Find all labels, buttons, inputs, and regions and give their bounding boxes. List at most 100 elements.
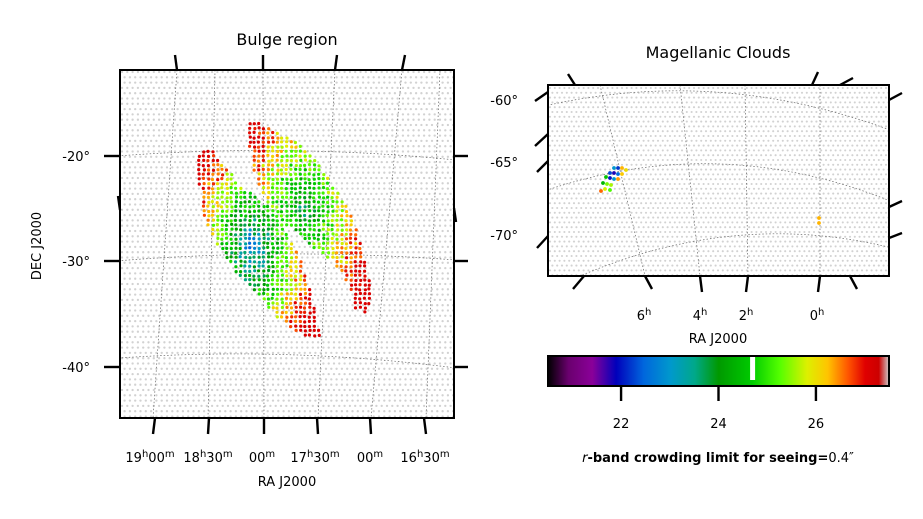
bulge-background-field bbox=[396, 357, 399, 360]
bulge-background-field bbox=[335, 367, 338, 370]
bulge-background-field bbox=[197, 198, 200, 201]
bulge-field-point bbox=[285, 195, 289, 199]
bulge-background-field bbox=[142, 341, 145, 344]
bulge-background-field bbox=[171, 198, 174, 201]
bulge-background-field bbox=[237, 372, 240, 376]
bulge-field-point bbox=[225, 246, 229, 250]
bulge-background-field bbox=[446, 288, 450, 291]
bulge-background-field bbox=[308, 76, 312, 79]
bulge-field-point bbox=[248, 259, 252, 264]
bulge-background-field bbox=[364, 346, 367, 349]
bulge-field-point bbox=[266, 245, 270, 249]
bulge-background-field bbox=[407, 134, 410, 137]
bulge-background-field bbox=[210, 235, 214, 238]
bulge-background-field bbox=[417, 208, 420, 211]
bulge-background-field bbox=[126, 404, 129, 408]
bulge-background-field bbox=[171, 229, 174, 233]
bulge-background-field bbox=[430, 76, 434, 79]
bulge-background-field bbox=[168, 346, 171, 349]
bulge-background-field bbox=[287, 261, 291, 264]
bulge-background-field bbox=[144, 155, 147, 158]
bulge-background-field bbox=[253, 235, 256, 238]
bulge-field-point bbox=[303, 274, 307, 278]
bulge-background-field bbox=[301, 357, 304, 360]
bulge-background-field bbox=[356, 410, 359, 413]
bulge-background-field bbox=[120, 372, 124, 376]
bulge-field-point bbox=[363, 260, 367, 264]
bulge-background-field bbox=[340, 272, 344, 275]
bulge-background-field bbox=[404, 171, 407, 174]
bulge-background-field bbox=[380, 282, 383, 286]
bulge-field-point bbox=[294, 287, 298, 291]
bulge-background-field bbox=[152, 266, 155, 270]
bulge-field-point bbox=[257, 204, 261, 208]
bulge-background-field bbox=[385, 150, 389, 153]
bulge-background-field bbox=[232, 325, 235, 328]
bulge-background-field bbox=[444, 314, 447, 317]
bulge-background-field bbox=[393, 198, 397, 201]
bulge-background-field bbox=[446, 171, 450, 174]
bulge-background-field bbox=[385, 282, 389, 286]
bulge-background-field bbox=[438, 208, 442, 211]
bulge-background-field bbox=[449, 113, 452, 116]
bulge-background-field bbox=[234, 319, 238, 323]
bulge-background-field bbox=[356, 171, 359, 174]
bulge-field-point bbox=[271, 292, 275, 296]
bulge-background-field bbox=[293, 123, 296, 127]
bulge-background-field bbox=[184, 256, 187, 259]
bulge-background-field bbox=[361, 394, 365, 397]
bulge-background-field bbox=[285, 404, 288, 408]
bulge-background-field bbox=[399, 187, 402, 190]
bulge-background-field bbox=[409, 182, 412, 185]
bulge-background-field bbox=[367, 166, 370, 169]
bulge-background-field bbox=[237, 282, 240, 286]
bulge-background-field bbox=[295, 86, 299, 90]
bulge-background-field bbox=[364, 362, 367, 365]
bulge-background-field bbox=[438, 118, 442, 121]
bulge-background-field bbox=[348, 176, 352, 180]
bulge-background-field bbox=[221, 266, 224, 270]
bulge-field-point bbox=[294, 223, 298, 227]
bulge-background-field bbox=[438, 97, 442, 100]
bulge-background-field bbox=[155, 123, 158, 127]
bulge-background-field bbox=[250, 203, 253, 206]
bulge-background-field bbox=[401, 145, 405, 148]
bulge-field-point bbox=[230, 227, 234, 231]
bulge-background-field bbox=[401, 362, 405, 365]
bulge-background-field bbox=[152, 346, 155, 349]
bulge-field-point bbox=[275, 131, 279, 135]
bulge-background-field bbox=[123, 123, 126, 127]
bulge-background-field bbox=[290, 70, 293, 74]
bulge-background-field bbox=[327, 341, 330, 344]
bulge-background-field bbox=[412, 282, 415, 286]
bulge-background-field bbox=[144, 319, 147, 323]
bulge-background-field bbox=[407, 314, 410, 317]
bulge-background-field bbox=[295, 70, 299, 74]
bulge-background-field bbox=[385, 330, 389, 333]
bulge-background-field bbox=[263, 357, 267, 360]
bulge-background-field bbox=[163, 330, 166, 333]
bulge-background-field bbox=[181, 304, 185, 307]
bulge-background-field bbox=[205, 404, 208, 408]
bulge-field-point bbox=[354, 287, 358, 291]
bulge-field-point bbox=[280, 227, 284, 231]
bulge-background-field bbox=[420, 198, 423, 201]
bulge-background-field bbox=[430, 166, 434, 169]
bulge-field-point bbox=[239, 237, 243, 241]
bulge-field-point bbox=[308, 227, 312, 231]
bulge-background-field bbox=[213, 383, 216, 386]
bulge-background-field bbox=[311, 266, 314, 270]
bulge-background-field bbox=[391, 113, 394, 116]
bulge-background-field bbox=[359, 330, 362, 333]
bulge-background-field bbox=[205, 102, 208, 105]
bulge-field-point bbox=[348, 228, 352, 232]
bulge-background-field bbox=[327, 314, 330, 317]
bulge-background-field bbox=[385, 129, 389, 132]
bulge-background-field bbox=[441, 213, 444, 217]
bulge-background-field bbox=[404, 277, 407, 280]
bulge-background-field bbox=[380, 362, 383, 365]
bulge-background-field bbox=[295, 240, 299, 243]
bulge-background-field bbox=[446, 81, 450, 84]
bulge-background-field bbox=[298, 378, 301, 381]
bulge-background-field bbox=[412, 118, 415, 121]
